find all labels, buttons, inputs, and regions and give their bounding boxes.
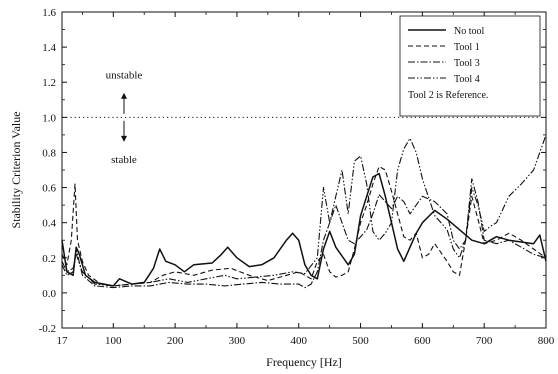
y-tick-label: 0.6 — [42, 183, 56, 195]
unstable-annotation: unstable — [106, 70, 143, 82]
legend-entry-label: Tool 4 — [454, 74, 480, 85]
y-tick-label: 0.4 — [42, 218, 56, 230]
x-tick-label: 100 — [105, 335, 122, 347]
legend: Tool 2 is Reference. No tool Tool 1 Tool 3… — [399, 15, 541, 117]
legend-note: Tool 2 is Reference. — [408, 90, 488, 101]
y-tick-label: 1.6 — [42, 7, 56, 19]
legend-entry-label: Tool 3 — [454, 58, 480, 69]
y-tick-label: 0.0 — [42, 288, 56, 300]
y-tick-label: -0.2 — [39, 323, 56, 335]
series-line-tool-4 — [61, 134, 547, 287]
x-tick-label: 200 — [167, 335, 184, 347]
series-group — [61, 134, 547, 289]
series-line-tool-3 — [61, 178, 547, 289]
y-tick-label: 1.0 — [42, 112, 56, 124]
stable-annotation: stable — [111, 154, 137, 166]
legend-box — [399, 15, 541, 117]
x-tick-label: 300 — [229, 335, 246, 347]
annotations: unstable stable — [106, 70, 143, 166]
axes: -0.2 0.0 0.2 0.4 0.6 0.8 1.0 1.2 1.4 1.6 17 100 200 3… — [39, 7, 555, 347]
legend-entry-label: No tool — [454, 26, 485, 37]
x-tick-label: 800 — [538, 335, 555, 347]
y-tick-label: 1.4 — [42, 42, 56, 54]
arrow-up-head-icon — [121, 92, 127, 99]
x-tick-label: 600 — [414, 335, 431, 347]
y-axis-label: Stability Criterion Value — [9, 111, 23, 228]
x-tick-label: 500 — [352, 335, 369, 347]
legend-entry-label: Tool 1 — [454, 42, 480, 53]
y-tick-label: 0.8 — [42, 147, 56, 159]
x-tick-label: 400 — [290, 335, 307, 347]
x-axis-label: Frequency [Hz] — [266, 355, 342, 369]
x-tick-label: 17 — [57, 335, 69, 347]
y-tick-label: 0.2 — [42, 253, 56, 265]
x-tick-label: 700 — [476, 335, 493, 347]
arrow-down-head-icon — [121, 135, 127, 142]
y-tick-label: 1.2 — [42, 77, 56, 89]
series-line-no-tool — [61, 172, 547, 287]
